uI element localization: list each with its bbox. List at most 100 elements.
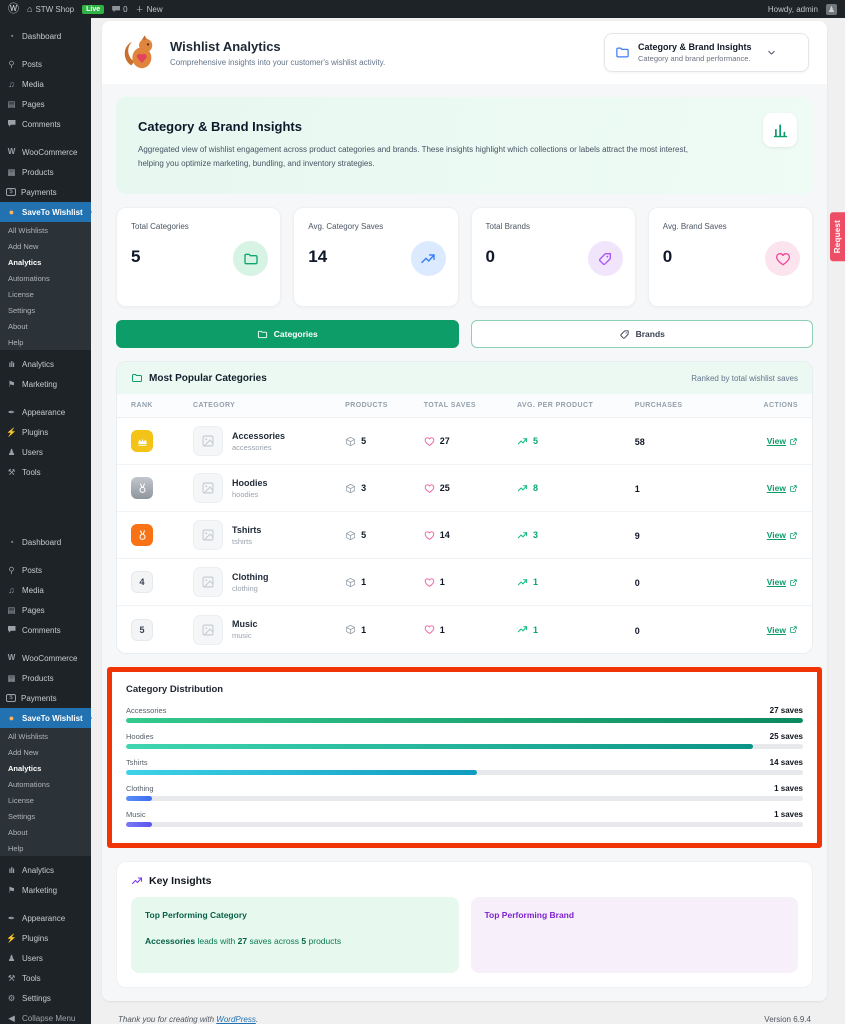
sidebar-item[interactable]: ⚒ Tools [0,462,91,482]
avg-per-product: 3 [533,530,538,540]
sidebar-item[interactable]: Automations [0,776,91,792]
sidebar-item[interactable]: All Wishlists [0,728,91,744]
page-subtitle: Comprehensive insights into your custome… [170,58,385,67]
avg-per-product: 8 [533,483,538,493]
sidebar-item[interactable]: $ Payments [0,182,91,202]
heart-icon [424,436,435,447]
category-thumbnail [193,520,223,550]
menu-label: About [8,322,28,331]
sidebar-item[interactable]: ♟ Users [0,442,91,462]
sidebar-item[interactable]: ⚡ Plugins [0,422,91,442]
sidebar-item[interactable]: ◀ Collapse Menu [0,1008,91,1024]
sidebar-item[interactable]: $ Payments [0,688,91,708]
menu-label: About [8,828,28,837]
sidebar-item[interactable]: Settings [0,302,91,318]
sidebar-item[interactable]: Settings [0,808,91,824]
sidebar-item[interactable]: ▤ Pages [0,600,91,620]
sidebar-item[interactable]: ⚙ Settings [0,988,91,1008]
report-selector-dropdown[interactable]: Category & Brand Insights Category and b… [604,33,809,72]
menu-label: Add New [8,748,38,757]
sidebar-item[interactable]: Comments [0,620,91,640]
new-menu[interactable]: ＋ New [136,4,163,15]
menu-icon: ♟ [6,954,17,963]
menu-icon: $ [6,694,16,702]
sidebar-item[interactable]: Help [0,334,91,350]
sidebar-item[interactable]: ⚡ Plugins [0,928,91,948]
sidebar-item[interactable]: About [0,824,91,840]
menu-label: Settings [8,812,35,821]
chart-title: Category Distribution [126,684,803,695]
tab-brands[interactable]: Brands [471,320,814,348]
sidebar-item[interactable]: ⚑ Marketing [0,374,91,394]
view-toggle: Categories Brands [116,320,813,348]
sidebar-item[interactable]: W WooCommerce [0,648,91,668]
version-label: Version 6.9.4 [764,1015,811,1024]
sidebar-item[interactable]: ● SaveTo Wishlist [0,708,91,728]
sidebar-item[interactable]: Add New [0,238,91,254]
sidebar-item[interactable]: ⚑ Marketing [0,880,91,900]
sidebar-item[interactable]: ✒ Appearance [0,402,91,422]
wordpress-link[interactable]: WordPress [216,1015,256,1024]
sidebar-item[interactable]: ılı Analytics [0,860,91,880]
sidebar-item[interactable]: About [0,318,91,334]
sidebar-item[interactable]: ▦ Products [0,668,91,688]
request-tab[interactable]: Request [830,212,845,261]
sidebar-item[interactable]: ✒ Appearance [0,908,91,928]
sidebar-item[interactable]: Help [0,840,91,856]
view-link[interactable]: View [767,625,798,635]
sidebar-item [0,900,91,908]
menu-icon: ⚙ [6,994,17,1003]
sidebar-item [0,134,91,142]
sidebar-item[interactable]: Automations [0,270,91,286]
view-link[interactable]: View [767,577,798,587]
sidebar-item[interactable]: ⚲ Posts [0,560,91,580]
folder-icon [131,372,143,384]
view-link[interactable]: View [767,483,798,493]
menu-icon: $ [6,188,16,196]
sidebar-item[interactable]: ♫ Media [0,74,91,94]
trending-up-icon [517,483,528,494]
sidebar-item[interactable]: ♟ Users [0,948,91,968]
sidebar-item[interactable]: ▦ Products [0,162,91,182]
distribution-row: Music 1 saves [126,810,803,827]
table-row: 2 Hoodies hoodies [117,465,812,512]
sidebar-item[interactable]: Comments [0,114,91,134]
home-icon: ⌂ [27,4,32,14]
site-menu[interactable]: ⌂ STW Shop [27,4,74,14]
wordpress-logo-icon[interactable]: Ⓦ [8,4,19,15]
sidebar-item[interactable]: License [0,286,91,302]
howdy-admin[interactable]: Howdy, admin [768,5,818,14]
sidebar-item[interactable]: All Wishlists [0,222,91,238]
sidebar-item[interactable]: ◔ Dashboard [0,26,91,46]
comments-shortcut[interactable]: 0 [112,5,127,14]
menu-icon [6,120,17,129]
avatar[interactable]: ♟ [826,4,837,15]
menu-icon: ⚑ [6,886,17,895]
sidebar-item[interactable]: ılı Analytics [0,354,91,374]
menu-icon: ⚲ [6,60,17,69]
page-title: Wishlist Analytics [170,39,385,54]
purchases-count: 1 [635,484,640,494]
sidebar-item[interactable]: ⚒ Tools [0,968,91,988]
sidebar-item[interactable]: Analytics [0,760,91,776]
view-link[interactable]: View [767,530,798,540]
sidebar-item[interactable]: ▤ Pages [0,94,91,114]
menu-label: Help [8,338,23,347]
menu-label: Dashboard [22,538,61,547]
sidebar-item[interactable]: Add New [0,744,91,760]
sidebar-item[interactable]: License [0,792,91,808]
sidebar-item[interactable]: Analytics [0,254,91,270]
plugin-page: Wishlist Analytics Comprehensive insight… [102,21,827,1001]
sidebar-item[interactable]: ● SaveTo Wishlist [0,202,91,222]
insights-banner: Category & Brand Insights Aggregated vie… [116,97,813,194]
view-link[interactable]: View [767,436,798,446]
sidebar-item[interactable]: ♫ Media [0,580,91,600]
plus-icon: ＋ [136,4,144,15]
sidebar-item[interactable]: ⚲ Posts [0,54,91,74]
tab-categories[interactable]: Categories [116,320,459,348]
sidebar-item[interactable]: ◔ Dashboard [0,532,91,552]
category-thumbnail [193,473,223,503]
menu-icon: ⚒ [6,468,17,477]
menu-icon: ♟ [6,448,17,457]
sidebar-item[interactable]: W WooCommerce [0,142,91,162]
